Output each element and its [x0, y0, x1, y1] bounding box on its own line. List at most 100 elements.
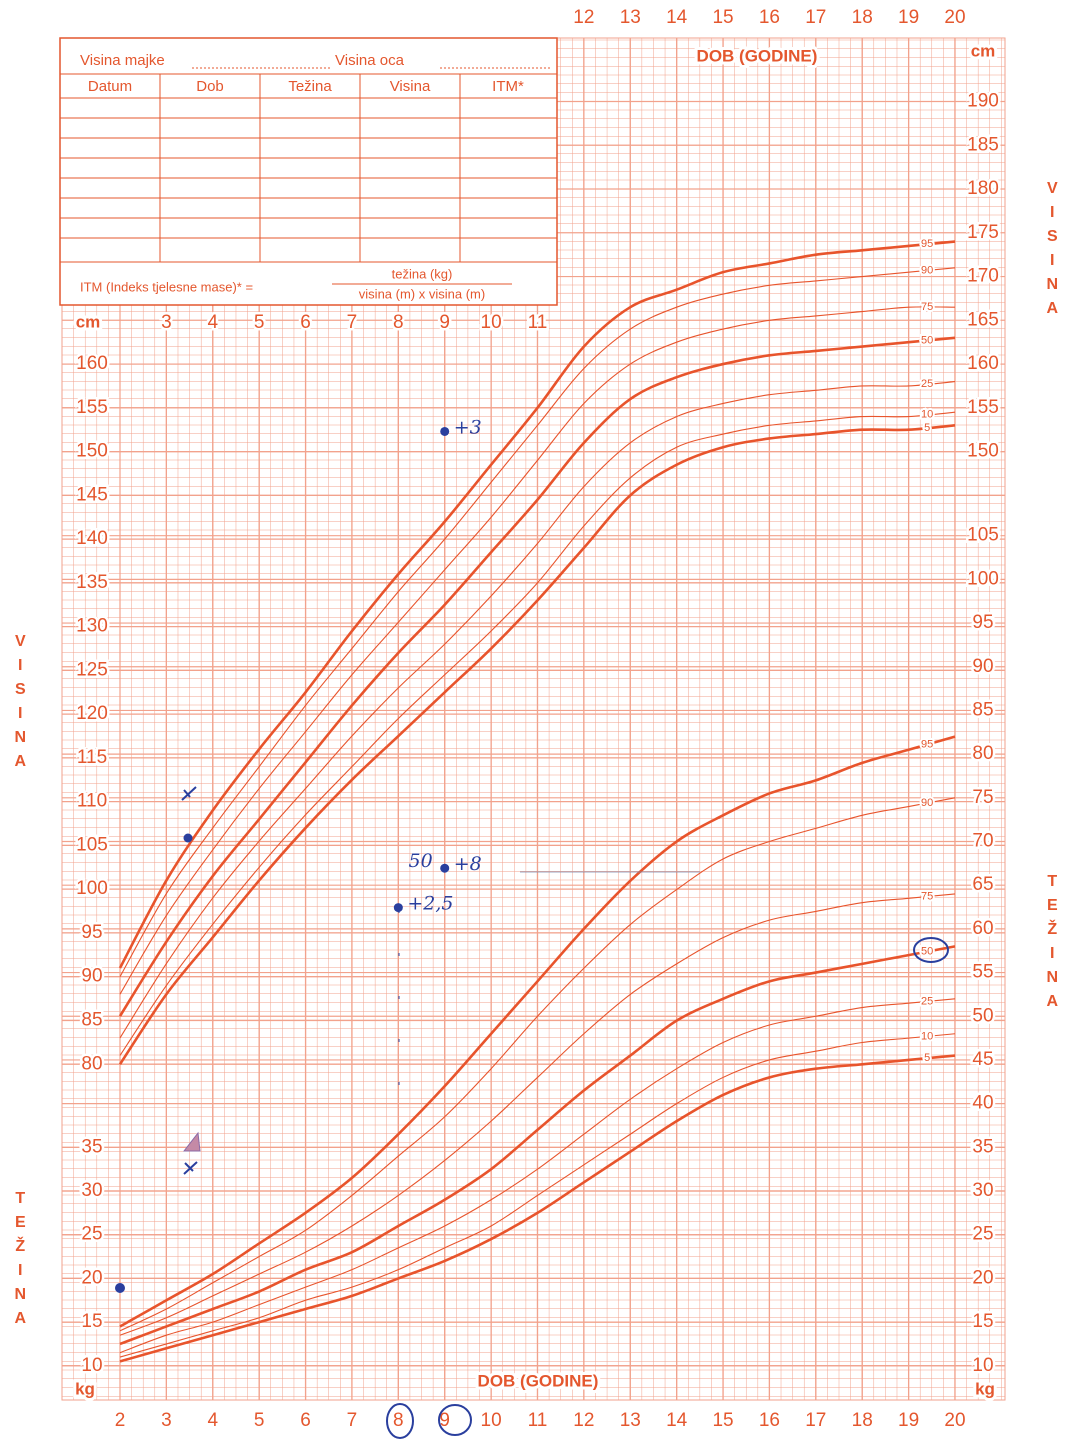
- percentile-label: 5: [924, 1052, 930, 1064]
- bmi-denominator: visina (m) x visina (m): [359, 286, 485, 301]
- x-tick-label: 12: [573, 1410, 594, 1431]
- percentile-label: 10: [921, 409, 933, 421]
- percentile-curve: [119, 306, 955, 995]
- y2-tick-label: 75: [972, 787, 993, 808]
- record-table: Visina majke Visina oca Datum Dob Težina…: [59, 37, 558, 306]
- percentile-label: 25: [921, 378, 933, 390]
- x-tick-label: 11: [528, 1410, 548, 1431]
- y-tick-label: 135: [76, 572, 108, 593]
- percentile-curve: [119, 267, 956, 977]
- percentile-curve: [119, 1033, 956, 1358]
- annotation: +3: [454, 416, 482, 438]
- x-tick-label: 17: [805, 1410, 826, 1431]
- y2-tick-label: 175: [967, 222, 999, 243]
- table-frame: [59, 37, 558, 306]
- column-header: ITM*: [492, 78, 524, 95]
- percentile-curve: [119, 411, 956, 1056]
- percentile-curve: [119, 998, 956, 1354]
- y2-tick-label: 10: [972, 1355, 993, 1376]
- hand-mark: [182, 1131, 201, 1152]
- hand-dot: [115, 1283, 125, 1293]
- y-axis-title: VISINA: [1044, 180, 1061, 324]
- percentile-label: 50: [921, 334, 933, 346]
- y-tick-label: 80: [81, 1053, 102, 1074]
- y2-tick-label: 95: [972, 612, 993, 633]
- y2-tick-label: 105: [967, 525, 999, 546]
- x-axis-title: DOB (GODINE): [478, 1371, 599, 1390]
- x-tick-label: 13: [620, 1410, 641, 1431]
- x-tick-label: 7: [347, 312, 358, 333]
- x-tick-label: 2: [115, 1410, 126, 1431]
- hand-dot: [183, 833, 193, 843]
- y-tick-label: 100: [76, 878, 108, 899]
- axis-unit: cm: [971, 41, 996, 60]
- x-tick-label: 16: [759, 1410, 780, 1431]
- x-tick-label: 5: [254, 312, 265, 333]
- x-tick-label: 10: [481, 312, 502, 333]
- measurement-dot: [393, 903, 403, 913]
- y2-tick-label: 155: [967, 397, 999, 418]
- percentile-curve: [119, 797, 956, 1332]
- y-tick-label: 115: [77, 747, 107, 768]
- y-axis-title: TEŽINA: [12, 1190, 29, 1334]
- y-tick-label: 105: [76, 834, 108, 855]
- annotation: 50: [409, 850, 433, 872]
- x-tick-label: 6: [300, 312, 311, 333]
- x-tick-label: 12: [573, 7, 594, 28]
- y-tick-label: 35: [81, 1136, 102, 1157]
- bmi-numerator: težina (kg): [392, 266, 453, 281]
- percentile-label: 75: [921, 301, 933, 313]
- x-tick-label: 6: [300, 1410, 311, 1431]
- plot: [118, 240, 956, 1363]
- x-tick-label: 3: [161, 312, 172, 333]
- x-tick-label: 13: [620, 7, 641, 28]
- percentile-label: 5: [924, 422, 930, 434]
- percentile-curve: [119, 893, 956, 1336]
- y2-tick-label: 20: [972, 1267, 993, 1288]
- y-axis-title: TEŽINA: [1044, 873, 1061, 1017]
- x-tick-label: 15: [712, 7, 733, 28]
- column-header: Dob: [196, 78, 224, 95]
- percentile-curve: [119, 735, 956, 1328]
- y2-tick-label: 180: [967, 178, 999, 199]
- x-tick-label: 19: [898, 7, 919, 28]
- percentile-label: 95: [921, 238, 933, 250]
- father-height: Visina oca: [335, 52, 405, 69]
- measurement-dot: [440, 863, 450, 873]
- y-axis-title: VISINA: [12, 633, 29, 777]
- y-tick-label: 150: [76, 441, 108, 462]
- hand-circle: [438, 1404, 472, 1436]
- x-tick-label: 9: [439, 312, 450, 333]
- y-tick-label: 160: [76, 353, 108, 374]
- axis-unit: kg: [975, 1379, 995, 1398]
- x-tick-label: 11: [528, 312, 548, 333]
- x-tick-label: 5: [254, 1410, 265, 1431]
- y2-tick-label: 50: [972, 1005, 993, 1026]
- y2-tick-label: 150: [967, 441, 999, 462]
- y2-tick-label: 90: [972, 656, 993, 677]
- y-tick-label: 140: [76, 528, 108, 549]
- y-tick-label: 90: [81, 966, 102, 987]
- percentile-curve: [119, 945, 956, 1346]
- percentile-label: 90: [921, 264, 933, 276]
- y-tick-label: 10: [81, 1355, 102, 1376]
- hand-circle: [386, 1403, 414, 1439]
- x-tick-label: 20: [944, 1410, 965, 1431]
- x-tick-label: 14: [666, 7, 688, 28]
- y2-tick-label: 65: [972, 874, 993, 895]
- y2-tick-label: 85: [972, 699, 993, 720]
- y-tick-label: 145: [76, 484, 108, 505]
- x-tick-label: 15: [712, 1410, 733, 1431]
- y-tick-label: 25: [81, 1224, 102, 1245]
- percentile-label: 50: [921, 946, 933, 958]
- y-tick-label: 120: [76, 703, 108, 724]
- x-tick-label: 18: [852, 7, 873, 28]
- y-tick-label: 125: [76, 659, 108, 680]
- annotation: +8: [454, 853, 482, 875]
- x-tick-label: 8: [393, 1410, 404, 1431]
- y2-tick-label: 55: [972, 962, 993, 983]
- x-tick-label: 18: [852, 1410, 873, 1431]
- y2-tick-label: 160: [967, 353, 999, 374]
